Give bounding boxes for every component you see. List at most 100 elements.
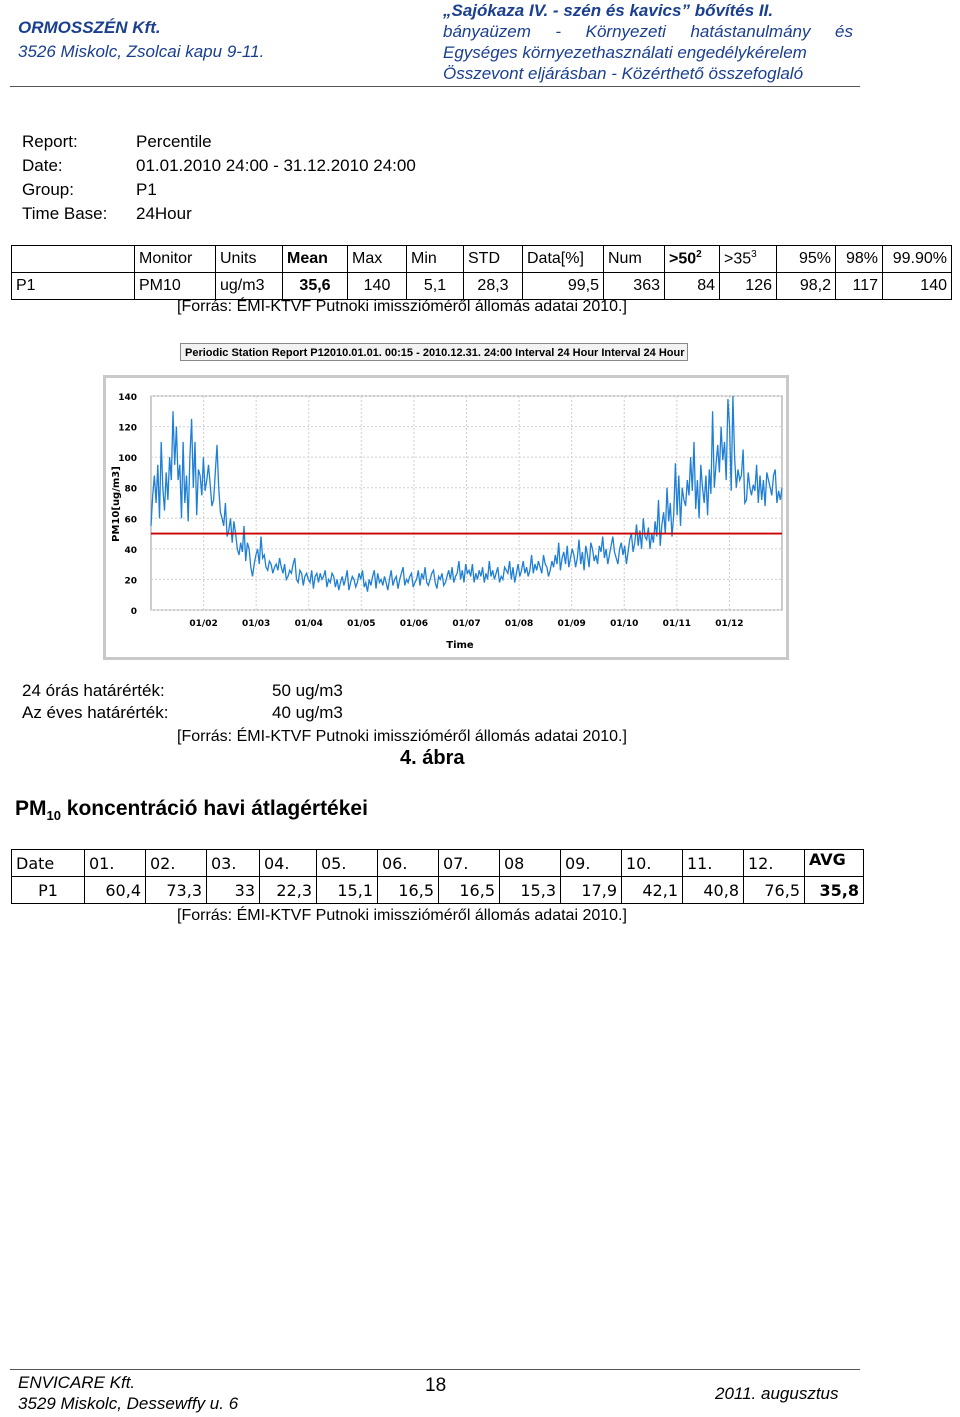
col-data: Data[%] xyxy=(522,245,604,273)
chart-x-tick-label: 01/08 xyxy=(505,619,533,629)
col-98: 98% xyxy=(835,245,883,273)
empty-cell xyxy=(11,245,135,273)
cell-gt35: 126 xyxy=(719,272,777,300)
page-number: 18 xyxy=(425,1375,447,1396)
chart-series-line xyxy=(150,395,783,592)
chart-x-ticks: 01/02 01/03 01/04 01/05 01/06 01/07 01/08 01/09… xyxy=(189,619,743,629)
chart-y-label: PM10[ug/m3] xyxy=(111,466,122,542)
value-06: 16,5 xyxy=(377,876,439,904)
month-07: 07. xyxy=(438,849,500,877)
percentile-table: Monitor Units Mean Max Min STD Data[%] N… xyxy=(11,245,952,300)
header-company: ORMOSSZÉN Kft. xyxy=(18,18,161,37)
cell-min: 5,1 xyxy=(406,272,464,300)
col-gt35-sup: 3 xyxy=(751,249,757,261)
date-label: Date: xyxy=(22,156,63,175)
col-gt50-sup: 2 xyxy=(696,249,702,261)
chart-x-tick-label: 01/02 xyxy=(189,619,217,629)
percentile-header-row: Monitor Units Mean Max Min STD Data[%] N… xyxy=(11,245,952,273)
footer-address: 3529 Miskolc, Dessewffy u. 6 xyxy=(18,1394,239,1413)
col-gt35-label: >35 xyxy=(724,250,752,268)
chart-x-tick-label: 01/10 xyxy=(610,619,638,629)
month-04: 04. xyxy=(259,849,317,877)
source-note-3: [Forrás: ÉMI-KTVF Putnoki imisszióméről … xyxy=(177,907,627,924)
chart-x-tick-label: 01/11 xyxy=(663,619,691,629)
value-10: 42,1 xyxy=(621,876,683,904)
col-gt50: >502 xyxy=(664,245,720,273)
month-06: 06. xyxy=(377,849,439,877)
col-95: 95% xyxy=(776,245,836,273)
limits-block: 24 órás határérték: 50 ug/m3 Az éves hatá… xyxy=(22,680,343,724)
chart-frame: 0 20 40 60 80 100 120 140 01/02 01/03 01/04 01/05 0… xyxy=(103,375,789,660)
month-11: 11. xyxy=(682,849,744,877)
source-note-1: [Forrás: ÉMI-KTVF Putnoki imisszióméről … xyxy=(177,298,627,315)
chart-x-tick-label: 01/09 xyxy=(557,619,585,629)
report-value: Percentile xyxy=(136,132,212,151)
section-title-sub: 10 xyxy=(46,808,61,824)
header-project-line4: Összevont eljárásban - Közérthető összef… xyxy=(443,64,804,83)
month-02: 02. xyxy=(145,849,207,877)
source-note-2: [Forrás: ÉMI-KTVF Putnoki imisszióméről … xyxy=(177,728,627,745)
row-label: P1 xyxy=(11,272,135,300)
chart-x-label: Time xyxy=(446,640,474,651)
month-08: 08 xyxy=(499,849,561,877)
col-min: Min xyxy=(406,245,464,273)
group-value: P1 xyxy=(136,180,157,199)
monthly-data-row: P1 60,4 73,3 33 22,3 15,1 16,5 16,5 15,3… xyxy=(11,876,864,904)
header-divider xyxy=(10,86,860,87)
month-01: 01. xyxy=(84,849,146,877)
monthly-header-row: Date 01. 02. 03. 04. 05. 06. 07. 08 09. … xyxy=(11,849,864,877)
chart-y-tick-label: 40 xyxy=(124,546,137,556)
chart-y-tick-label: 140 xyxy=(118,393,137,403)
chart-y-tick-label: 0 xyxy=(131,607,137,617)
group-label: Group: xyxy=(22,180,74,199)
month-avg: AVG xyxy=(804,849,864,877)
cell-max: 140 xyxy=(347,272,407,300)
chart-y-tick-label: 20 xyxy=(124,576,137,586)
value-09: 17,9 xyxy=(560,876,622,904)
cell-95: 98,2 xyxy=(776,272,836,300)
value-12: 76,5 xyxy=(743,876,805,904)
chart-title: Periodic Station Report P12010.01.01. 00… xyxy=(180,343,688,361)
annual-limit-label: Az éves határérték: xyxy=(22,703,169,722)
monthly-row-label: P1 xyxy=(11,876,85,904)
value-avg: 35,8 xyxy=(804,876,864,904)
chart-x-tick-label: 01/03 xyxy=(242,619,270,629)
footer-company: ENVICARE Kft. xyxy=(18,1373,136,1392)
month-05: 05. xyxy=(316,849,378,877)
chart-y-tick-label: 80 xyxy=(124,485,137,495)
month-09: 09. xyxy=(560,849,622,877)
chart-y-tick-label: 100 xyxy=(118,454,137,464)
footer-divider xyxy=(10,1369,860,1370)
col-max: Max xyxy=(347,245,407,273)
header-project-line1: „Sajókaza IV. - szén és kavics” bővítés … xyxy=(443,1,774,20)
figure-label: 4. ábra xyxy=(400,747,465,769)
value-08: 15,3 xyxy=(499,876,561,904)
report-meta: Report: Percentile Date: 01.01.2010 24:00 … xyxy=(22,130,416,226)
cell-mean: 35,6 xyxy=(282,272,348,300)
section-title: PM10 koncentráció havi átlagértékei xyxy=(15,797,368,823)
cell-9990: 140 xyxy=(882,272,952,300)
date-value: 01.01.2010 24:00 - 31.12.2010 24:00 xyxy=(136,156,416,175)
value-04: 22,3 xyxy=(259,876,317,904)
col-9990: 99.90% xyxy=(882,245,952,273)
report-label: Report: xyxy=(22,132,78,151)
chart-y-ticks: 0 20 40 60 80 100 120 140 xyxy=(118,393,137,617)
month-03: 03. xyxy=(206,849,260,877)
footer-date: 2011. augusztus xyxy=(715,1384,839,1403)
col-mean: Mean xyxy=(282,245,348,273)
chart-y-tick-label: 60 xyxy=(124,515,137,525)
section-title-pre: PM xyxy=(15,797,47,820)
cell-units: ug/m3 xyxy=(215,272,283,300)
chart-y-tick-label: 120 xyxy=(118,424,137,434)
col-std: STD xyxy=(463,245,523,273)
cell-std: 28,3 xyxy=(463,272,523,300)
chart-x-tick-label: 01/04 xyxy=(295,619,323,629)
cell-num: 363 xyxy=(603,272,665,300)
chart-grid xyxy=(150,395,783,611)
monthly-table: Date 01. 02. 03. 04. 05. 06. 07. 08 09. … xyxy=(11,849,864,904)
col-monitor: Monitor xyxy=(134,245,216,273)
cell-gt50: 84 xyxy=(664,272,720,300)
timebase-label: Time Base: xyxy=(22,204,108,223)
month-12: 12. xyxy=(743,849,805,877)
chart-x-tick-label: 01/12 xyxy=(715,619,743,629)
